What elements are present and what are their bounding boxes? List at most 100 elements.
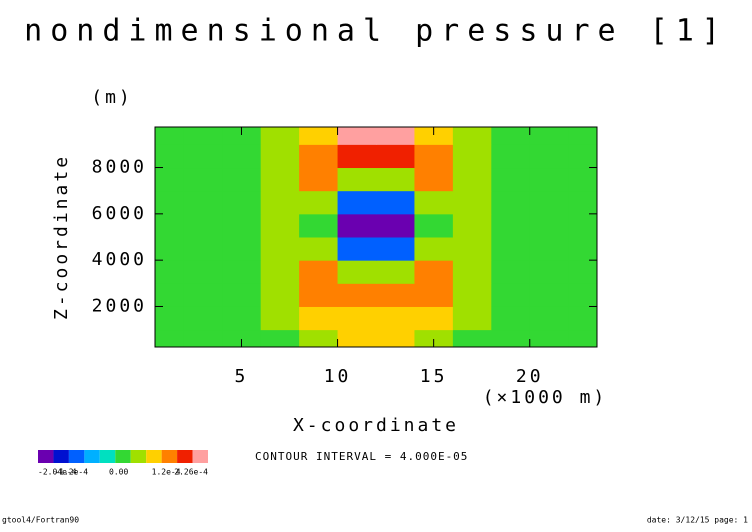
contour-cell: [222, 306, 262, 331]
contour-cell: [568, 167, 598, 192]
contour-cell: [491, 260, 531, 284]
footer-left: gtool4/Fortran90: [2, 516, 79, 525]
x-tick-label: 15: [420, 366, 448, 387]
contour-cell: [183, 167, 223, 192]
contour-cell: [376, 329, 415, 348]
contour-cell: [414, 127, 454, 145]
contour-cell: [299, 306, 339, 331]
contour-cell: [155, 144, 185, 169]
contour-cell: [299, 167, 339, 192]
x-tick-label: 5: [235, 366, 249, 387]
contour-cell: [452, 144, 492, 169]
contour-cell: [260, 167, 300, 192]
colorbar-bin: [146, 450, 162, 463]
contour-cell: [299, 213, 339, 238]
contour-cell: [452, 329, 492, 348]
contour-cell: [155, 329, 185, 348]
colorbar-bin: [53, 450, 69, 463]
contour-cell: [568, 283, 598, 307]
colorbar-bin: [177, 450, 193, 463]
contour-cell: [452, 283, 492, 307]
contour-cell: [155, 127, 185, 145]
contour-cell: [491, 213, 531, 238]
contour-cell: [260, 213, 300, 238]
contour-cell: [337, 283, 377, 307]
contour-cell: [568, 127, 598, 145]
contour-cell: [299, 283, 339, 307]
contour-interval: CONTOUR INTERVAL = 4.000E-05: [255, 450, 468, 463]
colorbar-bin: [130, 450, 147, 463]
contour-cell: [337, 237, 377, 261]
colorbar-bin: [84, 450, 100, 463]
contour-cell: [452, 127, 492, 145]
contour-cell: [529, 306, 569, 331]
contour-cell: [414, 167, 454, 192]
contour-cell: [452, 213, 492, 238]
colorbar-label: -2.04e-4: [38, 468, 77, 477]
contour-cell: [155, 213, 185, 238]
contour-cell: [568, 329, 598, 348]
contour-cell: [414, 306, 454, 331]
contour-cell: [376, 213, 415, 238]
contour-cell: [183, 213, 223, 238]
contour-cell: [414, 213, 454, 238]
contour-cell: [299, 329, 339, 348]
colorbar-label: -1.2e-4: [54, 468, 88, 477]
contour-cell: [183, 144, 223, 169]
colorbar-label: 1.2e-4: [152, 468, 181, 477]
contour-cell: [491, 306, 531, 331]
contour-cell: [452, 190, 492, 215]
contour-cell: [491, 329, 531, 348]
contour-cell: [222, 190, 262, 215]
contour-cell: [414, 283, 454, 307]
contour-cell: [376, 127, 415, 145]
contour-cell: [337, 190, 377, 215]
contour-cell: [155, 283, 185, 307]
contour-cell: [491, 167, 531, 192]
contour-cell: [491, 190, 531, 215]
chart-title: nondimensional pressure [1]: [24, 14, 728, 49]
contour-cell: [337, 329, 377, 348]
contour-cell: [452, 167, 492, 192]
colorbar-bin: [38, 450, 54, 463]
contour-cell: [414, 190, 454, 215]
contour-cell: [491, 237, 531, 261]
contour-cell: [491, 127, 531, 145]
contour-cell: [260, 237, 300, 261]
contour-cell: [183, 260, 223, 284]
contour-cell: [452, 306, 492, 331]
contour-cell: [155, 167, 185, 192]
contour-cell: [529, 144, 569, 169]
contour-cell: [260, 190, 300, 215]
x-label: X-coordinate: [293, 415, 459, 436]
contour-cell: [183, 329, 223, 348]
contour-cell: [260, 144, 300, 169]
contour-cell: [529, 283, 569, 307]
contour-cell: [414, 329, 454, 348]
contour-cell: [183, 306, 223, 331]
contour-cell: [529, 213, 569, 238]
contour-cell: [155, 306, 185, 331]
contour-cell: [414, 237, 454, 261]
y-tick-label: 4000: [92, 249, 147, 270]
contour-cell: [183, 127, 223, 145]
contour-cell: [299, 127, 339, 145]
contour-cell: [299, 260, 339, 284]
contour-cell: [568, 306, 598, 331]
contour-cell: [260, 329, 300, 348]
colorbar-bin: [68, 450, 85, 463]
contour-cell: [183, 283, 223, 307]
contour-cell: [376, 283, 415, 307]
footer-right: date: 3/12/15 page: 1: [647, 516, 748, 525]
contour-cell: [376, 190, 415, 215]
contour-cell: [337, 127, 377, 145]
colorbar-label: 0.00: [109, 468, 128, 477]
y-tick-label: 6000: [92, 203, 147, 224]
contour-cell: [452, 237, 492, 261]
contour-cell: [568, 213, 598, 238]
contour-cell: [337, 167, 377, 192]
contour-cell: [222, 283, 262, 307]
contour-cell: [376, 237, 415, 261]
contour-cell: [529, 260, 569, 284]
